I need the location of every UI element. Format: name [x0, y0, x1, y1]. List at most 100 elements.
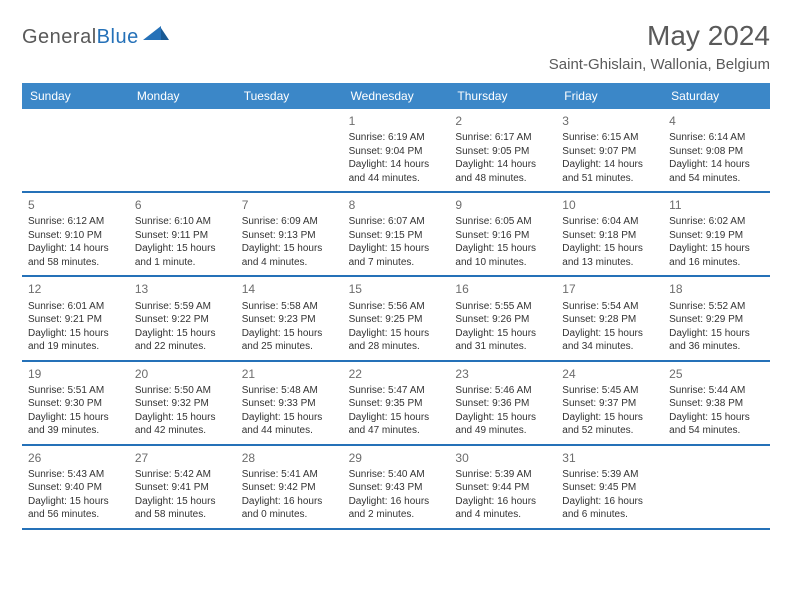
daylight-line: Daylight: 15 hours and 34 minutes.: [562, 327, 657, 354]
header: GeneralBlue May 2024 Saint-Ghislain, Wal…: [22, 20, 770, 73]
day-number: 4: [669, 113, 764, 129]
sunset-line: Sunset: 9:10 PM: [28, 229, 123, 243]
sunrise-line: Sunrise: 5:45 AM: [562, 384, 657, 398]
sunset-line: Sunset: 9:30 PM: [28, 397, 123, 411]
sunset-line: Sunset: 9:28 PM: [562, 313, 657, 327]
week-row: 1Sunrise: 6:19 AMSunset: 9:04 PMDaylight…: [22, 109, 770, 193]
daylight-line: Daylight: 15 hours and 25 minutes.: [242, 327, 337, 354]
daylight-line: Daylight: 15 hours and 13 minutes.: [562, 242, 657, 269]
weekday-header-row: SundayMondayTuesdayWednesdayThursdayFrid…: [22, 83, 770, 109]
brand-logo: GeneralBlue: [22, 26, 169, 49]
day-number: 16: [455, 281, 550, 297]
month-title: May 2024: [549, 20, 770, 52]
daylight-line: Daylight: 14 hours and 48 minutes.: [455, 158, 550, 185]
day-number: 14: [242, 281, 337, 297]
day-cell: 5Sunrise: 6:12 AMSunset: 9:10 PMDaylight…: [22, 193, 129, 275]
calendar-body: 1Sunrise: 6:19 AMSunset: 9:04 PMDaylight…: [22, 109, 770, 530]
sunset-line: Sunset: 9:42 PM: [242, 481, 337, 495]
brand-blue: Blue: [97, 26, 139, 48]
daylight-line: Daylight: 15 hours and 31 minutes.: [455, 327, 550, 354]
day-cell: 6Sunrise: 6:10 AMSunset: 9:11 PMDaylight…: [129, 193, 236, 275]
sunset-line: Sunset: 9:32 PM: [135, 397, 230, 411]
weekday-wednesday: Wednesday: [343, 83, 450, 109]
day-cell-empty: [129, 109, 236, 191]
sunrise-line: Sunrise: 5:47 AM: [349, 384, 444, 398]
daylight-line: Daylight: 14 hours and 44 minutes.: [349, 158, 444, 185]
daylight-line: Daylight: 15 hours and 42 minutes.: [135, 411, 230, 438]
day-cell: 21Sunrise: 5:48 AMSunset: 9:33 PMDayligh…: [236, 362, 343, 444]
sunset-line: Sunset: 9:33 PM: [242, 397, 337, 411]
sunset-line: Sunset: 9:16 PM: [455, 229, 550, 243]
day-cell: 23Sunrise: 5:46 AMSunset: 9:36 PMDayligh…: [449, 362, 556, 444]
sunrise-line: Sunrise: 5:56 AM: [349, 300, 444, 314]
day-cell: 16Sunrise: 5:55 AMSunset: 9:26 PMDayligh…: [449, 277, 556, 359]
sunset-line: Sunset: 9:23 PM: [242, 313, 337, 327]
sunrise-line: Sunrise: 6:14 AM: [669, 131, 764, 145]
day-cell: 14 Sunrise: 5:58 AMSunset: 9:23 PMDayligh…: [236, 277, 343, 359]
day-number: 27: [135, 450, 230, 466]
day-cell: 28Sunrise: 5:41 AMSunset: 9:42 PMDayligh…: [236, 446, 343, 528]
day-cell: 13Sunrise: 5:59 AMSunset: 9:22 PMDayligh…: [129, 277, 236, 359]
day-number: 12: [28, 281, 123, 297]
day-cell: 29Sunrise: 5:40 AMSunset: 9:43 PMDayligh…: [343, 446, 450, 528]
sunrise-line: Sunrise: 5:48 AM: [242, 384, 337, 398]
weekday-sunday: Sunday: [22, 83, 129, 109]
sunrise-line: Sunrise: 5:58 AM: [242, 300, 337, 314]
sunset-line: Sunset: 9:41 PM: [135, 481, 230, 495]
day-cell: 20Sunrise: 5:50 AMSunset: 9:32 PMDayligh…: [129, 362, 236, 444]
week-row: 19Sunrise: 5:51 AMSunset: 9:30 PMDayligh…: [22, 362, 770, 446]
sunrise-line: Sunrise: 5:40 AM: [349, 468, 444, 482]
daylight-line: Daylight: 15 hours and 54 minutes.: [669, 411, 764, 438]
day-cell: 12Sunrise: 6:01 AMSunset: 9:21 PMDayligh…: [22, 277, 129, 359]
weekday-friday: Friday: [556, 83, 663, 109]
day-number: 5: [28, 197, 123, 213]
sunrise-line: Sunrise: 5:41 AM: [242, 468, 337, 482]
weekday-tuesday: Tuesday: [236, 83, 343, 109]
sunset-line: Sunset: 9:04 PM: [349, 145, 444, 159]
sunset-line: Sunset: 9:21 PM: [28, 313, 123, 327]
day-cell: 27Sunrise: 5:42 AMSunset: 9:41 PMDayligh…: [129, 446, 236, 528]
daylight-line: Daylight: 14 hours and 51 minutes.: [562, 158, 657, 185]
day-number: 7: [242, 197, 337, 213]
daylight-line: Daylight: 15 hours and 58 minutes.: [135, 495, 230, 522]
day-number: 10: [562, 197, 657, 213]
day-number: 30: [455, 450, 550, 466]
day-number: 20: [135, 366, 230, 382]
day-number: 22: [349, 366, 444, 382]
title-block: May 2024 Saint-Ghislain, Wallonia, Belgi…: [549, 20, 770, 73]
day-number: 15: [349, 281, 444, 297]
sunset-line: Sunset: 9:45 PM: [562, 481, 657, 495]
day-cell-empty: [236, 109, 343, 191]
daylight-line: Daylight: 14 hours and 54 minutes.: [669, 158, 764, 185]
day-cell: 19Sunrise: 5:51 AMSunset: 9:30 PMDayligh…: [22, 362, 129, 444]
day-number: 1: [349, 113, 444, 129]
daylight-line: Daylight: 16 hours and 2 minutes.: [349, 495, 444, 522]
sunrise-line: Sunrise: 5:55 AM: [455, 300, 550, 314]
sunset-line: Sunset: 9:15 PM: [349, 229, 444, 243]
daylight-line: Daylight: 15 hours and 7 minutes.: [349, 242, 444, 269]
sunrise-line: Sunrise: 6:15 AM: [562, 131, 657, 145]
weekday-saturday: Saturday: [663, 83, 770, 109]
day-cell: 31Sunrise: 5:39 AMSunset: 9:45 PMDayligh…: [556, 446, 663, 528]
daylight-line: Daylight: 15 hours and 1 minute.: [135, 242, 230, 269]
day-cell: 22Sunrise: 5:47 AMSunset: 9:35 PMDayligh…: [343, 362, 450, 444]
sunset-line: Sunset: 9:44 PM: [455, 481, 550, 495]
day-number: 2: [455, 113, 550, 129]
sunrise-line: Sunrise: 6:12 AM: [28, 215, 123, 229]
daylight-line: Daylight: 15 hours and 16 minutes.: [669, 242, 764, 269]
sunrise-line: Sunrise: 5:39 AM: [455, 468, 550, 482]
day-cell: 15Sunrise: 5:56 AMSunset: 9:25 PMDayligh…: [343, 277, 450, 359]
day-cell: 2Sunrise: 6:17 AMSunset: 9:05 PMDaylight…: [449, 109, 556, 191]
weekday-monday: Monday: [129, 83, 236, 109]
daylight-line: Daylight: 15 hours and 39 minutes.: [28, 411, 123, 438]
day-number: 28: [242, 450, 337, 466]
day-number: 6: [135, 197, 230, 213]
sunset-line: Sunset: 9:13 PM: [242, 229, 337, 243]
sunrise-line: Sunrise: 6:09 AM: [242, 215, 337, 229]
daylight-line: Daylight: 15 hours and 4 minutes.: [242, 242, 337, 269]
day-number: 21: [242, 366, 337, 382]
sunset-line: Sunset: 9:43 PM: [349, 481, 444, 495]
sunset-line: Sunset: 9:25 PM: [349, 313, 444, 327]
day-number: 11: [669, 197, 764, 213]
sunrise-line: Sunrise: 6:02 AM: [669, 215, 764, 229]
